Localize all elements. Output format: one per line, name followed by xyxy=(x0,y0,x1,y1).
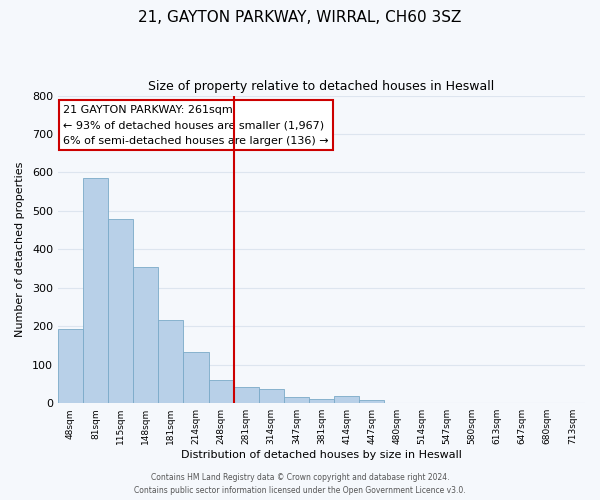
X-axis label: Distribution of detached houses by size in Heswall: Distribution of detached houses by size … xyxy=(181,450,462,460)
Y-axis label: Number of detached properties: Number of detached properties xyxy=(15,162,25,337)
Bar xyxy=(108,218,133,403)
Bar xyxy=(284,398,309,403)
Text: Contains HM Land Registry data © Crown copyright and database right 2024.
Contai: Contains HM Land Registry data © Crown c… xyxy=(134,474,466,495)
Bar xyxy=(184,352,209,403)
Bar xyxy=(83,178,108,403)
Bar xyxy=(209,380,233,403)
Bar xyxy=(133,266,158,403)
Bar xyxy=(334,396,359,403)
Text: 21, GAYTON PARKWAY, WIRRAL, CH60 3SZ: 21, GAYTON PARKWAY, WIRRAL, CH60 3SZ xyxy=(139,10,461,25)
Bar xyxy=(259,390,284,403)
Text: 21 GAYTON PARKWAY: 261sqm
← 93% of detached houses are smaller (1,967)
6% of sem: 21 GAYTON PARKWAY: 261sqm ← 93% of detac… xyxy=(63,105,329,146)
Bar xyxy=(309,399,334,403)
Bar xyxy=(359,400,384,403)
Bar xyxy=(233,386,259,403)
Title: Size of property relative to detached houses in Heswall: Size of property relative to detached ho… xyxy=(148,80,494,93)
Bar xyxy=(58,329,83,403)
Bar xyxy=(158,320,184,403)
